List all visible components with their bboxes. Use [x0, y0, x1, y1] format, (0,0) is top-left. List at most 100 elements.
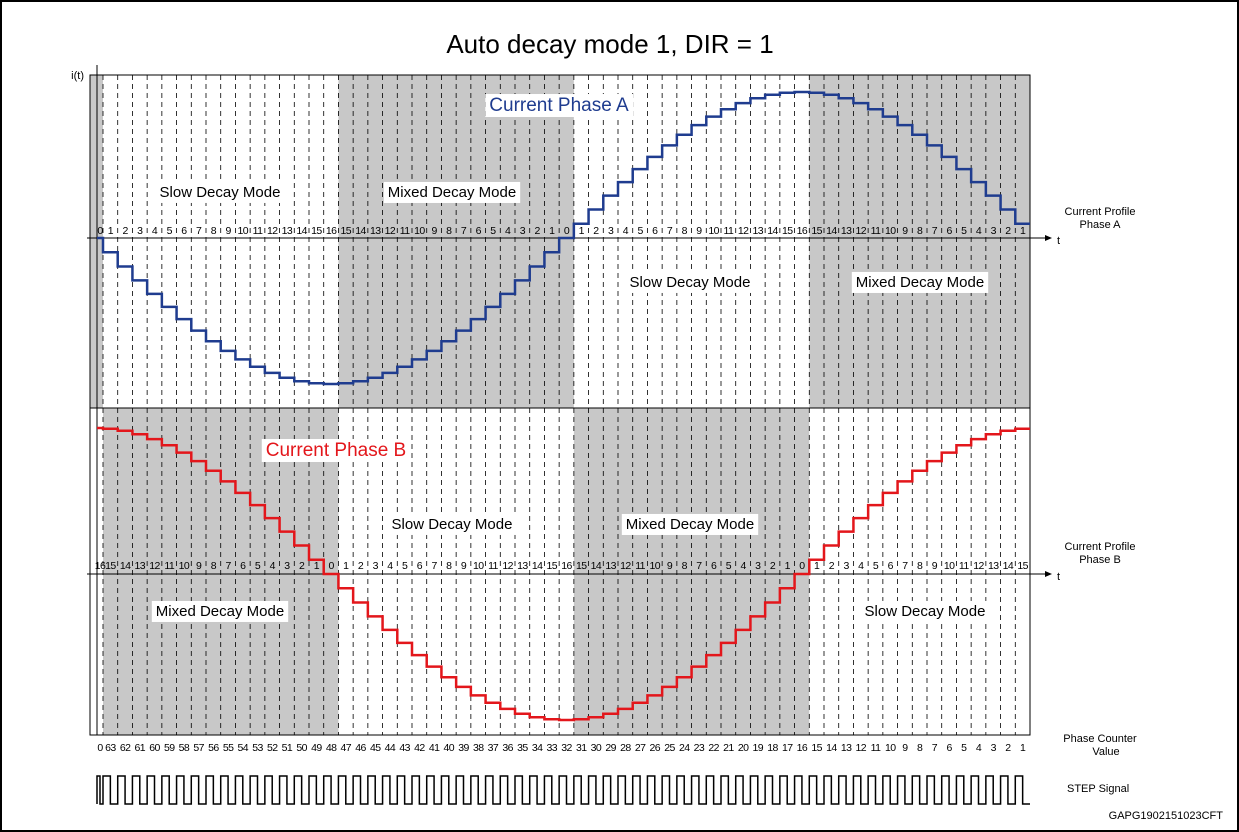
step-label: 4	[976, 225, 982, 237]
counter-label: 58	[179, 742, 190, 754]
step-label: 3	[843, 560, 849, 572]
counter-label: 28	[620, 742, 631, 754]
region-label: Mixed Decay Mode	[156, 603, 284, 620]
counter-label: 38	[473, 742, 484, 754]
counter-label: 19	[753, 742, 764, 754]
step-label: 8	[682, 560, 688, 572]
step-label: 13	[517, 560, 528, 572]
counter-label: 56	[208, 742, 219, 754]
step-label: 8	[446, 225, 452, 237]
counter-label: 43	[399, 742, 410, 754]
step-label: 11	[164, 560, 174, 572]
counter-label: 47	[341, 742, 352, 754]
counter-label: 29	[605, 742, 616, 754]
phase-name: Current Phase B	[266, 440, 406, 461]
step-label: 10	[885, 225, 896, 237]
step-label: 2	[299, 560, 305, 572]
counter-label: 12	[856, 742, 867, 754]
step-label: 1	[1020, 225, 1026, 237]
step-label: 0	[799, 560, 805, 572]
counter-label: 37	[488, 742, 499, 754]
step-label: 6	[652, 225, 658, 237]
step-label: 5	[961, 225, 967, 237]
step-label: 1	[785, 560, 791, 572]
counter-label: 13	[841, 742, 852, 754]
step-label: 9	[667, 560, 673, 572]
name-bg	[261, 439, 411, 463]
counter-label: 30	[591, 742, 602, 754]
step-label: 15	[341, 225, 352, 237]
step-label: 3	[991, 225, 997, 237]
region-label: Mixed Decay Mode	[856, 274, 984, 291]
counter-label: 0	[97, 742, 103, 754]
step-label: 12	[738, 225, 749, 237]
counter-label: 33	[547, 742, 558, 754]
step-label: 14	[120, 560, 131, 572]
step-label: 14	[767, 225, 778, 237]
counter-title: Value	[1092, 746, 1119, 758]
step-label: 10	[238, 225, 249, 237]
region-label: Slow Decay Mode	[160, 184, 281, 201]
region-bg	[155, 181, 285, 203]
step-label: 13	[605, 560, 616, 572]
step-label: 14	[826, 225, 837, 237]
counter-label: 16	[797, 742, 808, 754]
counter-label: 6	[946, 742, 952, 754]
step-label: 13	[841, 225, 852, 237]
counter-label: 9	[902, 742, 908, 754]
counter-label: 40	[444, 742, 455, 754]
step-label: 14	[591, 560, 602, 572]
step-label: 6	[476, 225, 482, 237]
step-label: 2	[829, 560, 835, 572]
step-label: 5	[255, 560, 261, 572]
step-label: 7	[667, 225, 673, 237]
region-bg	[151, 600, 289, 622]
step-label: 10	[650, 560, 661, 572]
counter-label: 1	[1020, 742, 1026, 754]
counter-label: 22	[708, 742, 719, 754]
step-label: 16	[797, 225, 808, 237]
step-label: 6	[181, 225, 187, 237]
counter-label: 36	[502, 742, 513, 754]
counter-label: 25	[664, 742, 675, 754]
step-label: 1	[343, 560, 349, 572]
counter-label: 5	[961, 742, 967, 754]
region-label: Mixed Decay Mode	[388, 184, 516, 201]
step-label: 10	[708, 225, 719, 237]
counter-label: 21	[723, 742, 734, 754]
current-curve	[97, 90, 1030, 386]
step-label: 16	[326, 225, 337, 237]
profile-label: Current Profile	[1065, 541, 1136, 553]
step-label: 2	[358, 560, 364, 572]
step-label: 11	[400, 225, 410, 237]
counter-label: 14	[826, 742, 837, 754]
counter-label: 51	[282, 742, 293, 754]
region-label: Slow Decay Mode	[392, 516, 513, 533]
step-label: 12	[856, 225, 867, 237]
step-label: 13	[282, 225, 293, 237]
step-label: 14	[532, 560, 543, 572]
counter-label: 57	[193, 742, 204, 754]
step-label: 9	[431, 225, 437, 237]
step-label: 2	[1005, 225, 1011, 237]
step-label: 11	[959, 560, 969, 572]
counter-label: 35	[517, 742, 528, 754]
step-label: 15	[311, 225, 322, 237]
counter-label: 41	[429, 742, 440, 754]
step-label: 11	[724, 225, 734, 237]
counter-label: 27	[635, 742, 646, 754]
step-signal-label: STEP Signal	[1067, 783, 1129, 795]
step-label: 5	[726, 560, 732, 572]
step-label: 12	[385, 225, 396, 237]
step-label: 13	[370, 225, 381, 237]
step-label: 8	[917, 225, 923, 237]
counter-label: 18	[767, 742, 778, 754]
counter-label: 39	[458, 742, 469, 754]
step-label: 16	[95, 560, 106, 572]
region-label: Slow Decay Mode	[865, 603, 986, 620]
counter-label: 31	[576, 742, 587, 754]
step-label: 0	[97, 225, 103, 237]
step-label: 7	[932, 225, 938, 237]
t-label: t	[1057, 235, 1060, 247]
step-label: 7	[431, 560, 437, 572]
